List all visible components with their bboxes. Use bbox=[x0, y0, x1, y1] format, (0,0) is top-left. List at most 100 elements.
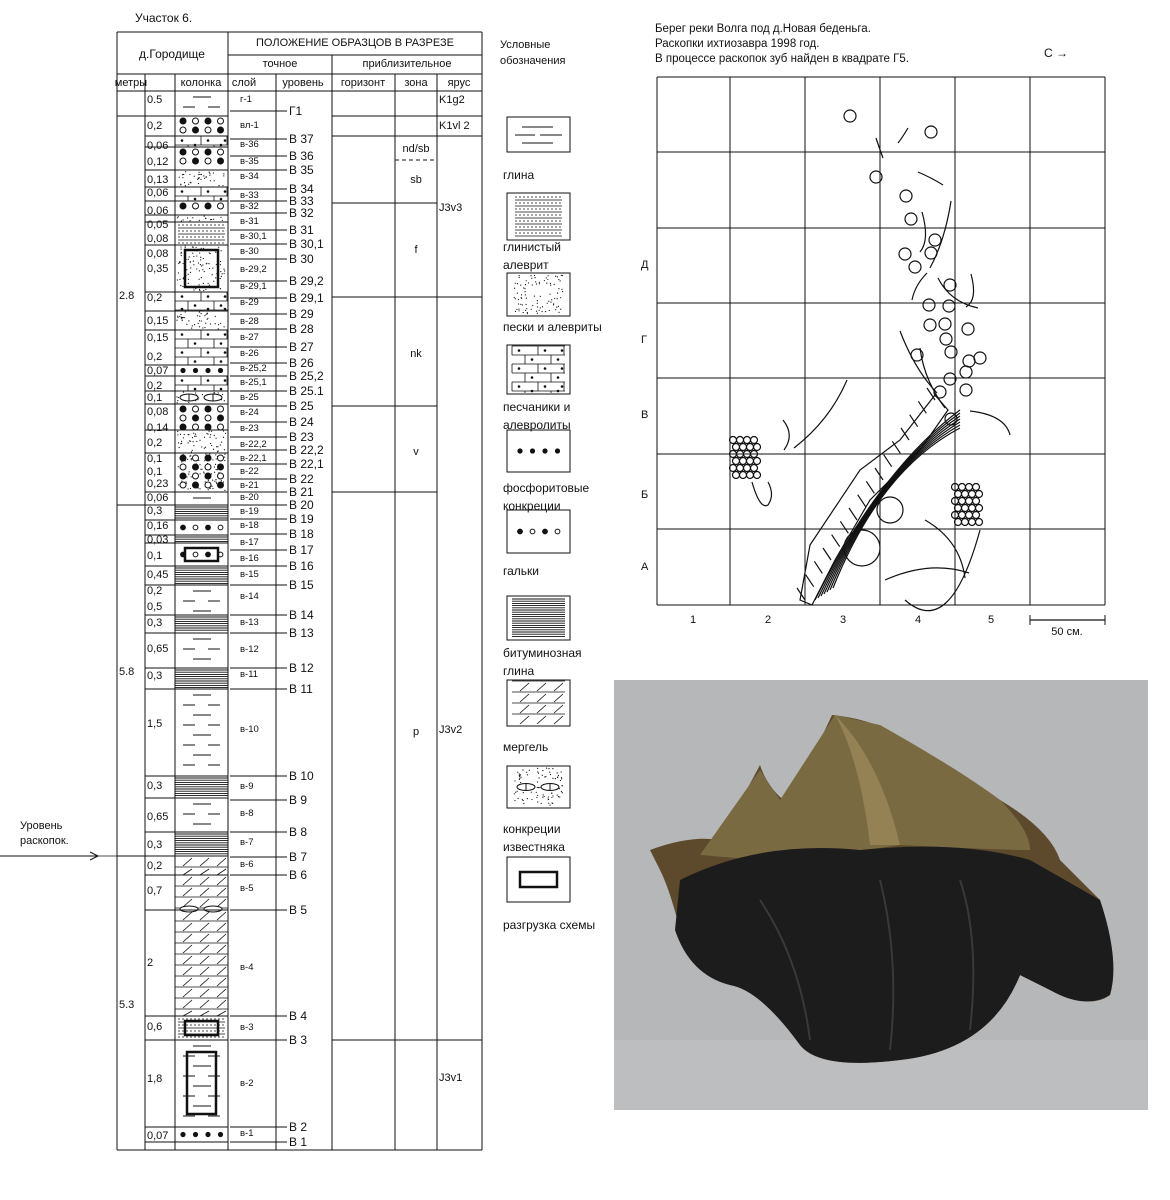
legend-label: гальки bbox=[503, 564, 539, 578]
lithology-layer-bitum bbox=[145, 536, 228, 544]
column-header-6: ярус bbox=[447, 77, 471, 89]
thickness-value: 0,3 bbox=[147, 617, 163, 629]
level-label: В 3 bbox=[289, 1033, 308, 1047]
level-label: В 6 bbox=[289, 868, 308, 882]
thickness-value: 0,05 bbox=[147, 219, 169, 231]
legend-title: Условные обозначения bbox=[500, 39, 566, 67]
layer-label: в-22,2 bbox=[240, 439, 267, 450]
thickness-value: 0,06 bbox=[147, 205, 169, 217]
thickness-value: 0,06 bbox=[147, 492, 169, 504]
level-label: В 29,2 bbox=[289, 274, 324, 288]
level-label: Г1 bbox=[289, 104, 303, 118]
level-label: В 25.1 bbox=[289, 384, 324, 398]
scale-bar-label: 50 см. bbox=[1051, 626, 1083, 638]
lithology-layer-sandstone bbox=[145, 135, 228, 148]
level-label: В 25 bbox=[289, 399, 314, 413]
thickness-value: 0,7 bbox=[147, 885, 163, 897]
level-label: В 28 bbox=[289, 322, 314, 336]
lithology-layer-phospeb bbox=[145, 202, 228, 216]
thickness-value: 0,5 bbox=[147, 601, 163, 613]
thickness-value: 0,08 bbox=[147, 233, 169, 245]
level-label: В 10 bbox=[289, 769, 314, 783]
thickness-value: 0,2 bbox=[147, 437, 163, 449]
thickness-value: 0,13 bbox=[147, 174, 169, 186]
thickness-value: 0,3 bbox=[147, 670, 163, 682]
layer-label: в-29,2 bbox=[240, 264, 267, 275]
grid-row-label: Б bbox=[641, 489, 649, 501]
column-header-3: уровень bbox=[282, 77, 324, 89]
lithology-layer-clay bbox=[145, 497, 228, 506]
lithology-layer-bitum bbox=[145, 506, 228, 521]
thickness-value: 0,2 bbox=[147, 351, 163, 363]
thickness-value: 0,14 bbox=[147, 422, 169, 434]
level-label: В 11 bbox=[289, 682, 313, 696]
legend-swatch-2 bbox=[506, 272, 571, 317]
level-label: В 18 bbox=[289, 527, 314, 541]
layer-label: в-13 bbox=[240, 617, 259, 628]
grid-col-label: 5 bbox=[987, 614, 995, 626]
layer-label: в-23 bbox=[240, 423, 259, 434]
layer-label: в-33 bbox=[240, 190, 259, 201]
thickness-value: 1,8 bbox=[147, 1073, 163, 1085]
lithology-layer-sandstone bbox=[145, 291, 228, 312]
thickness-value: 0,3 bbox=[147, 780, 163, 792]
lithology-layer-silty bbox=[145, 1018, 228, 1041]
thickness-value: 0,1 bbox=[147, 466, 163, 478]
lithology-layer-sandstone bbox=[145, 375, 228, 392]
thickness-value: 1,5 bbox=[147, 718, 163, 730]
level-label: В 27 bbox=[289, 340, 314, 354]
lithology-layer-bitum bbox=[145, 669, 228, 690]
column-header-1: колонка bbox=[180, 77, 222, 89]
level-label: В 22 bbox=[289, 472, 314, 486]
level-label: В 37 bbox=[289, 132, 314, 146]
legend-swatch-1 bbox=[506, 192, 571, 241]
layer-label: в-25 bbox=[240, 392, 259, 403]
level-label: В 17 bbox=[289, 543, 314, 557]
grid-col-label: 1 bbox=[689, 614, 697, 626]
level-label: В 29,1 bbox=[289, 291, 324, 305]
thickness-value: 0,1 bbox=[147, 550, 163, 562]
thickness-value: 0,2 bbox=[147, 585, 163, 597]
zone-label: nk bbox=[410, 348, 422, 360]
layer-label: в-3 bbox=[240, 1022, 254, 1033]
thickness-value: 0,06 bbox=[147, 187, 169, 199]
lithology-layer-phospeb bbox=[145, 405, 228, 431]
lithology-column bbox=[145, 96, 228, 1151]
level-label: В 30 bbox=[289, 252, 314, 266]
level-label: В 5 bbox=[289, 903, 308, 917]
thickness-value: 0,06 bbox=[147, 140, 169, 152]
column-header-5: зона bbox=[404, 77, 428, 89]
legend-swatch-4 bbox=[506, 429, 571, 473]
stage-label: J3v3 bbox=[439, 202, 463, 214]
zone-label: p bbox=[412, 726, 420, 738]
level-label: В 8 bbox=[289, 825, 308, 839]
ichthyosaur-skeleton-sketch bbox=[728, 109, 1011, 612]
stage-label: J3v1 bbox=[439, 1072, 463, 1084]
lithology-layer-bitum bbox=[145, 777, 228, 799]
lithology-layer-sand bbox=[145, 215, 228, 223]
legend-swatch-8 bbox=[506, 765, 571, 809]
layer-label: в-21 bbox=[240, 480, 259, 491]
layer-label: в-24 bbox=[240, 407, 259, 418]
thickness-value: 0,6 bbox=[147, 1021, 163, 1033]
level-label: В 12 bbox=[289, 661, 314, 675]
layer-label: в-11 bbox=[240, 669, 259, 680]
layer-label: в-27 bbox=[240, 332, 259, 343]
layer-label: в-4 bbox=[240, 962, 254, 973]
layer-label: в-10 bbox=[240, 724, 259, 735]
grid-row-label: В bbox=[641, 409, 649, 421]
lithology-layer-clay bbox=[145, 1045, 228, 1128]
thickness-value: 0,12 bbox=[147, 156, 169, 168]
layer-label: в-14 bbox=[240, 591, 259, 602]
level-label: В 13 bbox=[289, 626, 314, 640]
zone-label: sb bbox=[410, 174, 422, 186]
level-label: В 2 bbox=[289, 1120, 308, 1134]
layer-label: в-17 bbox=[240, 537, 259, 548]
map-caption-line: Берег реки Волга под д.Новая беденьга. bbox=[655, 23, 871, 35]
layer-label: в-2 bbox=[240, 1078, 254, 1089]
column-header-2: слой bbox=[231, 77, 257, 89]
level-label: В 7 bbox=[289, 850, 308, 864]
grid-row-label: Д bbox=[641, 259, 649, 271]
level-label: В 4 bbox=[289, 1009, 308, 1023]
legend-swatch-5 bbox=[506, 509, 571, 554]
